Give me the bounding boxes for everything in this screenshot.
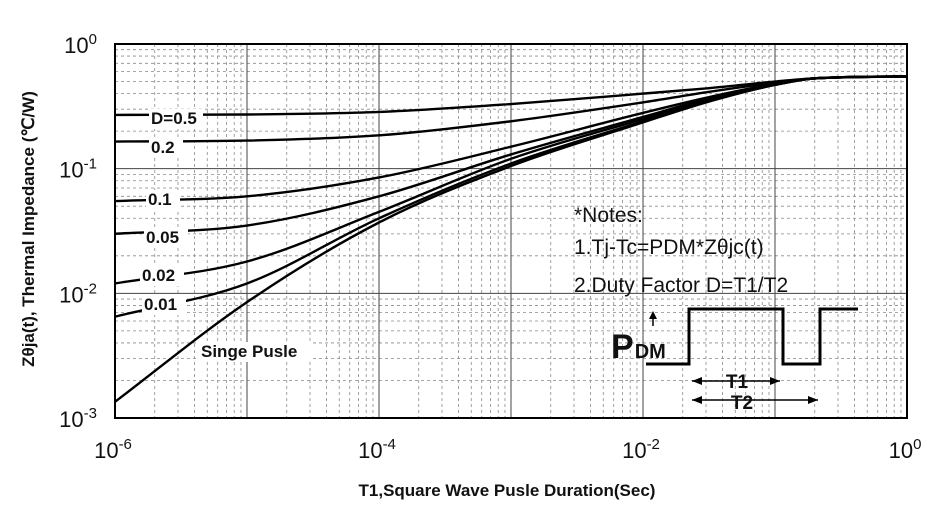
tick-base: 10 [64,33,88,58]
tick-exponent: -1 [84,156,97,173]
x-tick-label: 100 [889,436,922,463]
tick-exponent: -3 [84,405,97,422]
pdm-subscript: DM [635,341,666,363]
pulse-waveform [646,307,858,366]
series-label-4: 0.02 [142,266,175,285]
duty-cycle-diagram: PDM T1 T2 [611,307,858,414]
pdm-main: P [611,328,634,366]
series-label-bg [149,109,203,129]
series-label-3: 0.05 [146,228,179,247]
series-label-1: 0.2 [151,138,175,157]
series-label-bg [142,295,186,315]
tick-exponent: -2 [84,280,97,297]
pdm-label: PDM [611,328,666,366]
y-tick-label: 10-3 [59,405,97,432]
series-label-bg [140,266,184,286]
major-grid [115,44,907,418]
pdm-arrowhead [649,311,657,319]
tick-base: 10 [59,158,83,183]
y-tick-label: 10-2 [59,280,97,307]
t2-label: T2 [731,393,753,414]
t1-arrow-right [770,377,780,385]
notes-annotation: *Notes: 1.Tj-Tc=PDM*Zθjc(t) 2.Duty Facto… [574,204,788,297]
series-label-bg [199,342,313,362]
note-2: 2.Duty Factor D=T1/T2 [574,274,788,297]
notes-title: *Notes: [574,204,643,227]
y-tick-label: 100 [64,31,97,58]
y-tick-label: 10-1 [59,156,97,183]
note-1: 1.Tj-Tc=PDM*Zθjc(t) [574,236,764,259]
series-label-2: 0.1 [148,190,172,209]
tick-exponent: 0 [913,436,921,453]
tick-exponent: -4 [383,436,396,453]
tick-base: 10 [59,282,83,307]
series-label-0: D=0.5 [151,109,197,128]
x-tick-label: 10-4 [358,436,396,463]
series-label-5: 0.01 [144,295,177,314]
t2-arrow-left [692,396,702,404]
tick-exponent: -2 [647,436,660,453]
tick-exponent: -6 [119,436,132,453]
t1-arrow-left [692,377,702,385]
t2-arrow-right [808,396,818,404]
x-tick-label: 10-6 [94,436,132,463]
tick-base: 10 [622,438,646,463]
x-axis-title: T1,Square Wave Pusle Duration(Sec) [359,481,656,500]
plot-frame [114,43,908,419]
series-label-6: Singe Pusle [201,342,297,361]
tick-base: 10 [59,407,83,432]
series-label-bg [149,138,183,158]
series-label-bg [146,190,180,210]
x-tick-label: 10-2 [622,436,660,463]
series-line-6 [114,75,908,403]
tick-base: 10 [358,438,382,463]
series-label-bg [144,228,188,248]
t1-label: T1 [726,372,749,393]
tick-base: 10 [94,438,118,463]
tick-exponent: 0 [89,31,97,48]
series-labels: D=0.5 0.2 0.1 0.05 0.02 0.01 Singe Pusle [140,109,313,362]
y-axis-title: Zθja(t), Thermal Impedance (℃/W) [19,91,38,367]
series-lines [114,75,908,403]
tick-base: 10 [889,438,913,463]
